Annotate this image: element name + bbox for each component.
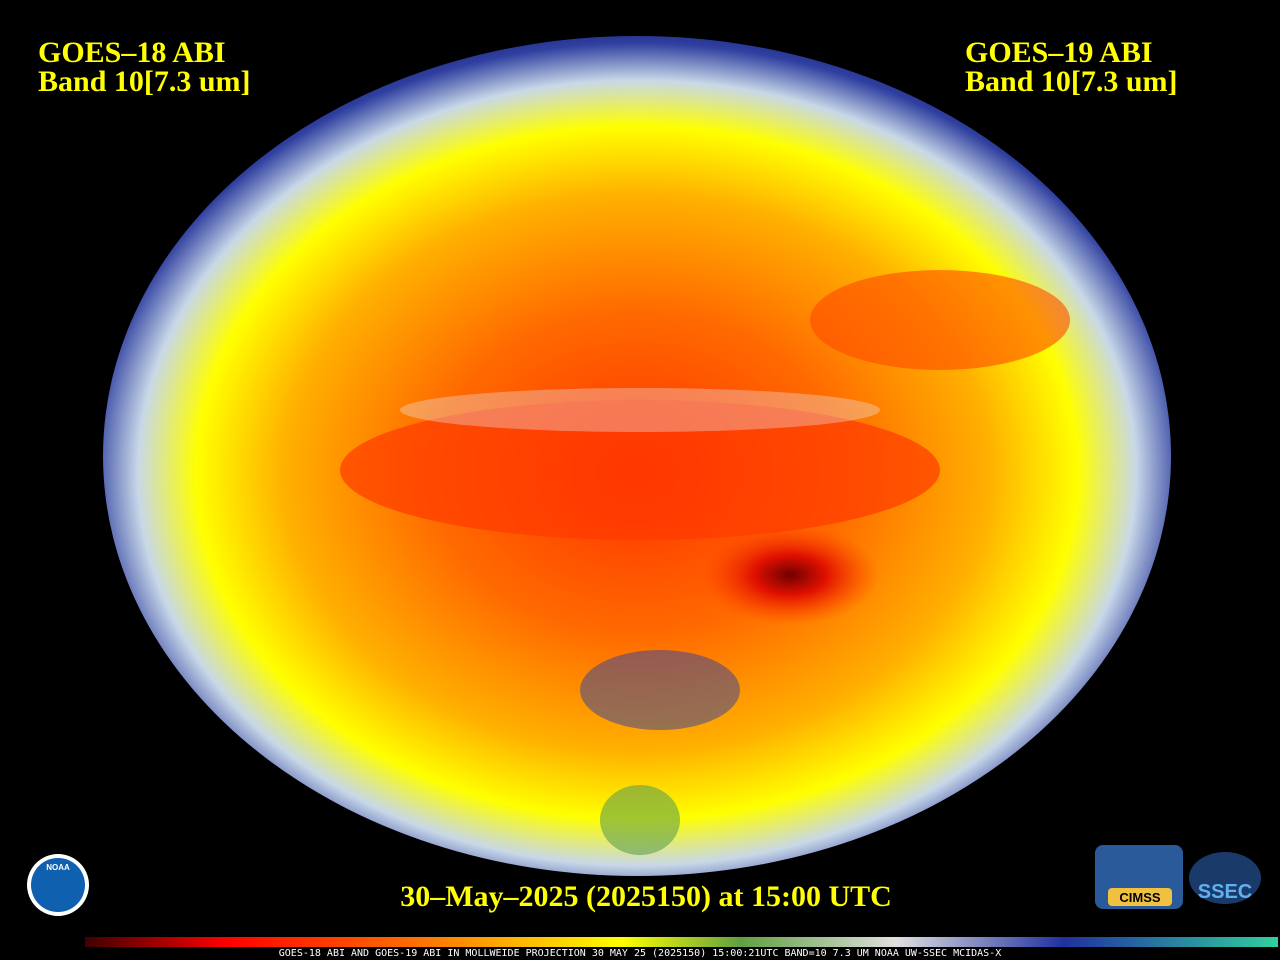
logo-disk	[31, 858, 85, 912]
right-satellite: GOES–19 ABI	[965, 36, 1153, 69]
colorbar	[85, 937, 1278, 947]
colorbar-caption: GOES-18 ABI AND GOES-19 ABI IN MOLLWEIDE…	[279, 948, 1001, 959]
logo-text: SSEC	[1198, 881, 1252, 903]
dry-core	[700, 525, 880, 625]
logo-text: NOAA	[46, 863, 70, 872]
logo-disk	[1189, 852, 1261, 904]
storm	[580, 650, 740, 730]
noaa-logo: NOAA	[27, 854, 89, 916]
logo-text: CIMSS	[1119, 890, 1161, 905]
left-satellite: GOES–18 ABI	[38, 36, 226, 69]
logo-plate	[1108, 888, 1172, 906]
timestamp: 30–May–2025 (2025150) at 15:00 UTC	[400, 880, 892, 913]
cimss-logo: CIMSS	[1095, 845, 1183, 909]
dry-band	[340, 400, 940, 540]
left-band: Band 10[7.3 um]	[38, 65, 251, 98]
itcz-clouds	[400, 388, 880, 432]
storm	[600, 785, 680, 855]
dry-region	[810, 270, 1070, 370]
right-band: Band 10[7.3 um]	[965, 65, 1178, 98]
ssec-logo: SSEC	[1189, 852, 1261, 904]
